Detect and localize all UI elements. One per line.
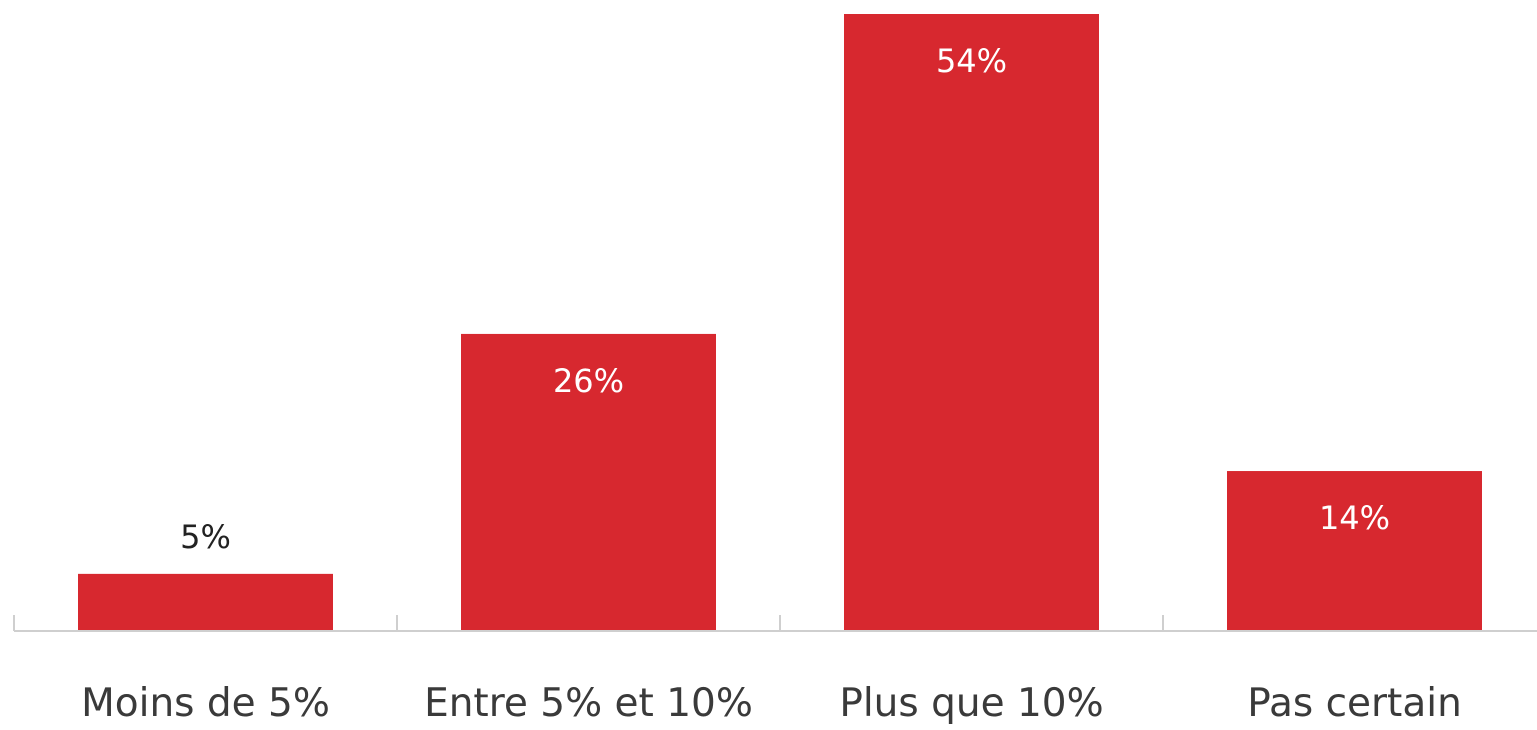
bar bbox=[1227, 471, 1482, 631]
bar bbox=[78, 573, 333, 631]
category-label: Pas certain bbox=[1247, 681, 1462, 726]
bar-value-label: 26% bbox=[553, 362, 624, 400]
category-labels-group: Moins de 5% Entre 5% et 10% Plus que 10% Pa… bbox=[81, 681, 1462, 726]
category-label: Entre 5% et 10% bbox=[424, 681, 753, 726]
category-label: Plus que 10% bbox=[839, 681, 1103, 726]
bar bbox=[461, 333, 716, 631]
bar-labels-group: 5% 26% 54% 14% bbox=[180, 42, 1390, 556]
bar-value-label: 14% bbox=[1319, 499, 1390, 537]
bars-group bbox=[78, 14, 1482, 631]
x-axis bbox=[13, 615, 1537, 632]
bar-value-label: 5% bbox=[180, 518, 231, 556]
category-label: Moins de 5% bbox=[81, 681, 330, 726]
bar-value-label: 54% bbox=[936, 42, 1007, 80]
bar bbox=[844, 14, 1099, 631]
